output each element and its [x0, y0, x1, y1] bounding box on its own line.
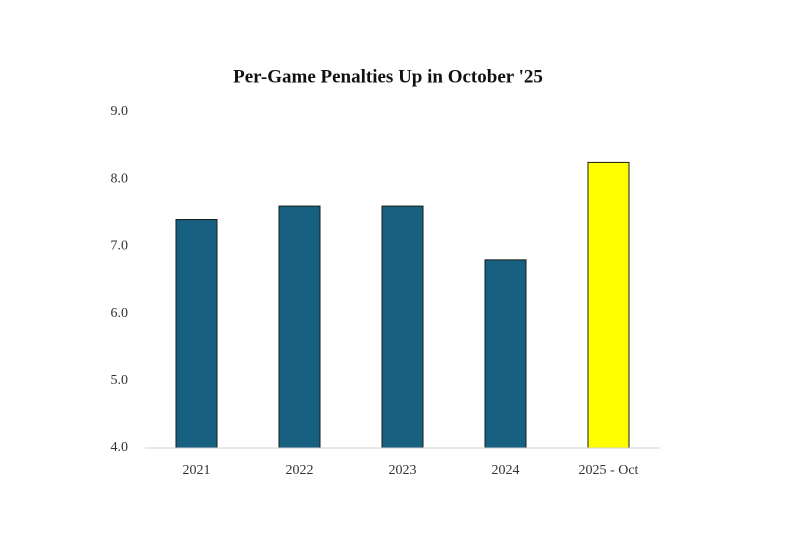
bar [484, 259, 527, 449]
x-tick-label: 2023 [389, 463, 417, 478]
x-tick-label: 2022 [286, 463, 314, 478]
y-tick-label: 8.0 [111, 171, 129, 186]
bar [175, 219, 218, 449]
x-tick-label: 2021 [183, 463, 211, 478]
y-tick-label: 7.0 [111, 239, 129, 254]
chart-title: Per-Game Penalties Up in October '25 [233, 66, 543, 87]
x-tick-label: 2024 [492, 463, 520, 478]
y-tick-label: 4.0 [111, 440, 129, 455]
y-tick-label: 5.0 [111, 373, 129, 388]
y-tick-label: 6.0 [111, 306, 129, 321]
bar [587, 161, 630, 449]
bar [381, 205, 424, 449]
y-tick-label: 9.0 [111, 104, 129, 119]
bar [278, 205, 321, 449]
x-tick-label: 2025 - Oct [579, 463, 639, 478]
